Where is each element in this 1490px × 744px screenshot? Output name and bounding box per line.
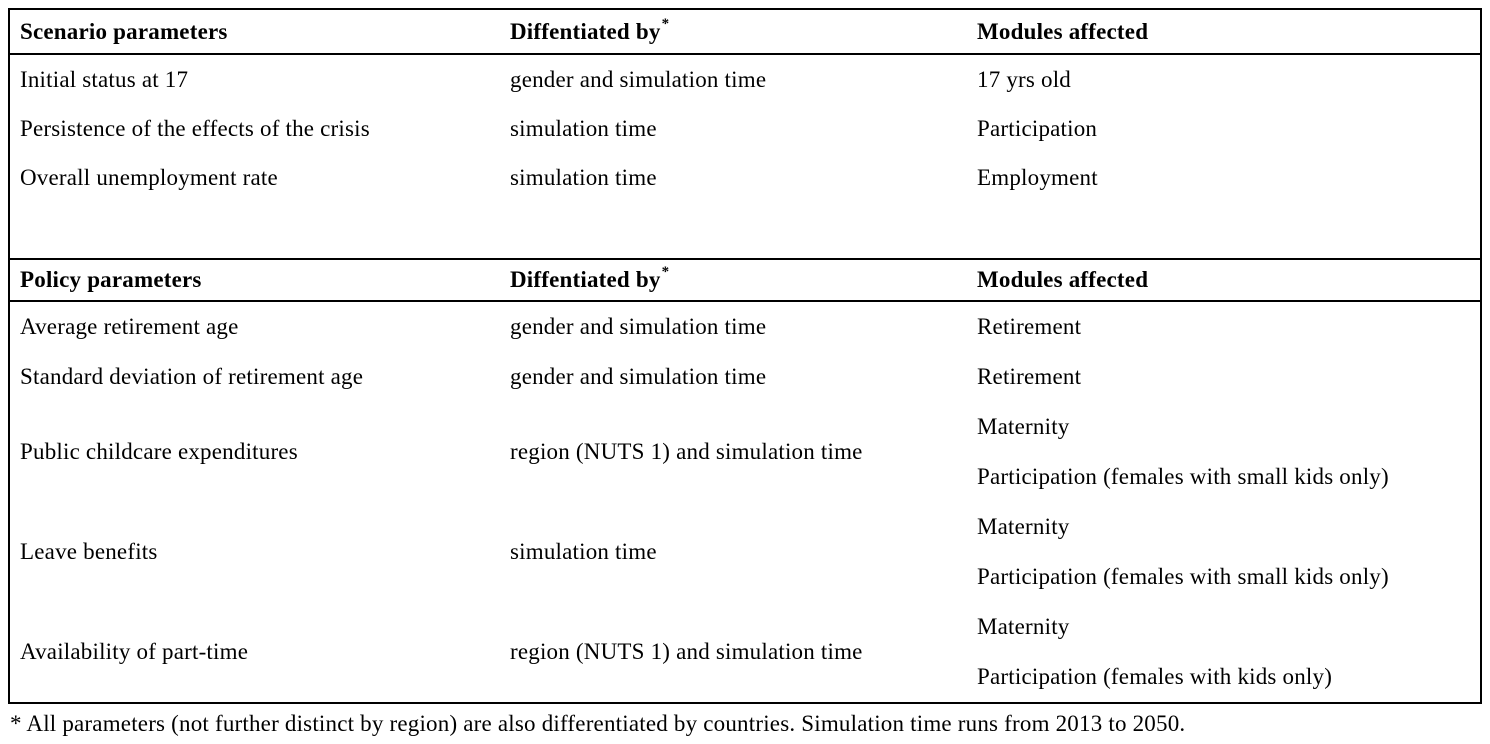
table-header-row: Policy parameters Diffentiated by * Modul… [10,260,1480,302]
table-row: Standard deviation of retirement age gen… [10,352,1480,402]
parameter-name: Persistence of the effects of the crisis [20,115,370,141]
table-row: Persistence of the effects of the crisis… [10,104,1480,153]
differentiated-by-cell: simulation time [500,153,967,202]
table-row: Leave benefits simulation time Maternity… [10,502,1480,602]
parameter-name-cell: Standard deviation of retirement age [10,352,500,402]
module-affected-value: Retirement [977,314,1082,339]
parameter-name: Public childcare expenditures [20,439,298,464]
modules-affected-cell: Participation [967,104,1480,153]
table-row: Availability of part-time region (NUTS 1… [10,602,1480,702]
table-row: Average retirement age gender and simula… [10,302,1480,352]
parameter-name-cell: Availability of part-time [10,602,500,702]
parameter-name-cell: Persistence of the effects of the crisis [10,104,500,153]
differentiated-by-value: simulation time [510,115,657,141]
differentiated-by-cell: gender and simulation time [500,352,967,402]
differentiated-by-value: region (NUTS 1) and simulation time [510,639,863,664]
column-header-differentiated-by-label: Diffentiated by [510,18,661,44]
table-row: Overall unemployment rate simulation tim… [10,153,1480,202]
table-row: Initial status at 17 gender and simulati… [10,55,1480,104]
modules-affected-cell: Retirement [967,302,1480,352]
differentiated-by-cell: simulation time [500,104,967,153]
parameter-name: Overall unemployment rate [20,164,278,190]
table-row: Public childcare expenditures region (NU… [10,402,1480,502]
differentiated-by-cell: region (NUTS 1) and simulation time [500,602,967,702]
differentiated-by-cell: region (NUTS 1) and simulation time [500,402,967,502]
modules-affected-cell: Retirement [967,352,1480,402]
differentiated-by-value: gender and simulation time [510,314,767,339]
module-affected-value: Participation (females with kids only) [977,664,1333,689]
module-affected-value: Retirement [977,364,1082,389]
differentiated-by-value: region (NUTS 1) and simulation time [510,439,863,464]
parameter-name-cell: Overall unemployment rate [10,153,500,202]
parameter-name: Leave benefits [20,539,158,564]
table-section-body: Average retirement age gender and simula… [10,302,1480,702]
column-header-parameters: Scenario parameters [20,18,228,44]
column-header-modules-affected: Modules affected [977,18,1149,44]
empty-space [10,202,1480,258]
parameter-name: Availability of part-time [20,639,249,664]
scenario-parameters-section: Scenario parameters Diffentiated by * Mod… [10,10,1480,258]
column-header-parameters: Policy parameters [20,267,202,292]
module-affected-value: Maternity [977,614,1070,639]
parameter-name-cell: Public childcare expenditures [10,402,500,502]
module-affected-value: Participation [977,115,1098,141]
table-footnote: * All parameters (not further distinct b… [10,711,1186,736]
modules-affected-cell: 17 yrs old [967,55,1480,104]
parameter-name-cell: Leave benefits [10,502,500,602]
column-header-differentiated-by-label: Diffentiated by [510,267,661,292]
policy-parameters-section: Policy parameters Diffentiated by * Modul… [10,258,1480,702]
module-affected-value: Participation (females with small kids o… [977,564,1389,589]
parameter-name: Initial status at 17 [20,66,189,92]
modules-affected-cell: Maternity Participation (females with sma… [967,502,1480,602]
parameter-name: Standard deviation of retirement age [20,364,364,389]
differentiated-by-cell: gender and simulation time [500,55,967,104]
module-affected-value: Maternity [977,514,1070,539]
differentiated-by-value: simulation time [510,164,657,190]
differentiated-by-cell: simulation time [500,502,967,602]
column-header-modules-affected: Modules affected [977,267,1149,292]
table-header-row: Scenario parameters Diffentiated by * Mod… [10,10,1480,55]
column-header-differentiated-by: Diffentiated by * [510,15,670,44]
module-affected-value: Maternity [977,414,1070,439]
modules-affected-cell: Maternity Participation (females with kid… [967,602,1480,702]
modules-affected-cell: Employment [967,153,1480,202]
parameter-name: Average retirement age [20,314,239,339]
module-affected-value: 17 yrs old [977,66,1071,92]
parameter-name-cell: Initial status at 17 [10,55,500,104]
differentiated-by-value: gender and simulation time [510,364,767,389]
parameter-name-cell: Average retirement age [10,302,500,352]
column-header-differentiated-by: Diffentiated by * [510,264,670,293]
parameters-table: Scenario parameters Diffentiated by * Mod… [8,8,1482,704]
module-affected-value: Employment [977,164,1098,190]
table-section-body: Initial status at 17 gender and simulati… [10,55,1480,258]
differentiated-by-value: gender and simulation time [510,66,767,92]
module-affected-value: Participation (females with small kids o… [977,464,1389,489]
modules-affected-cell: Maternity Participation (females with sma… [967,402,1480,502]
differentiated-by-value: simulation time [510,539,657,564]
differentiated-by-cell: gender and simulation time [500,302,967,352]
